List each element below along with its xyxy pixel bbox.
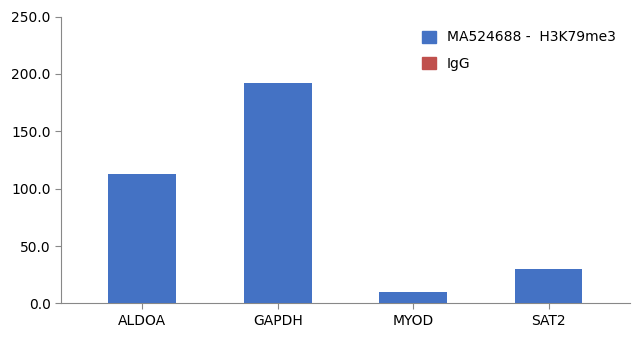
Legend: MA524688 -  H3K79me3, IgG: MA524688 - H3K79me3, IgG — [415, 23, 623, 78]
Bar — [379, 292, 447, 303]
Bar — [515, 269, 583, 303]
Bar — [244, 83, 312, 303]
Bar — [108, 174, 176, 303]
